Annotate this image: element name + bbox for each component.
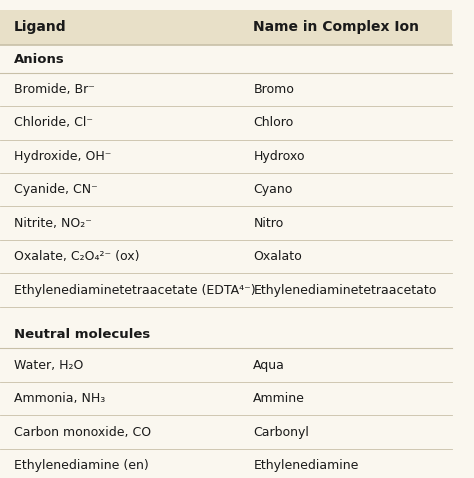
Text: Ethylenediaminetetraacetato: Ethylenediaminetetraacetato — [253, 283, 437, 297]
Text: Cyano: Cyano — [253, 183, 292, 196]
Text: Ethylenediaminetetraacetate (EDTA⁴⁻): Ethylenediaminetetraacetate (EDTA⁴⁻) — [14, 283, 255, 297]
Text: Ligand: Ligand — [14, 21, 66, 34]
Text: Nitrite, NO₂⁻: Nitrite, NO₂⁻ — [14, 217, 91, 230]
Text: Ammine: Ammine — [253, 392, 305, 405]
Text: Chloro: Chloro — [253, 116, 293, 130]
Text: Bromide, Br⁻: Bromide, Br⁻ — [14, 83, 94, 96]
Text: Hydroxide, OH⁻: Hydroxide, OH⁻ — [14, 150, 111, 163]
Text: Chloride, Cl⁻: Chloride, Cl⁻ — [14, 116, 92, 130]
Text: Carbon monoxide, CO: Carbon monoxide, CO — [14, 425, 151, 439]
Text: Cyanide, CN⁻: Cyanide, CN⁻ — [14, 183, 97, 196]
Text: Ethylenediamine: Ethylenediamine — [253, 459, 359, 472]
Text: Carbonyl: Carbonyl — [253, 425, 309, 439]
Text: Ammonia, NH₃: Ammonia, NH₃ — [14, 392, 105, 405]
Text: Nitro: Nitro — [253, 217, 283, 230]
Text: Bromo: Bromo — [253, 83, 294, 96]
Text: Neutral molecules: Neutral molecules — [14, 328, 150, 341]
Text: Ethylenediamine (en): Ethylenediamine (en) — [14, 459, 148, 472]
Text: Aqua: Aqua — [253, 358, 285, 372]
Text: Name in Complex Ion: Name in Complex Ion — [253, 21, 419, 34]
FancyBboxPatch shape — [0, 10, 452, 45]
Text: Oxalato: Oxalato — [253, 250, 302, 263]
Text: Water, H₂O: Water, H₂O — [14, 358, 83, 372]
Text: Oxalate, C₂O₄²⁻ (ox): Oxalate, C₂O₄²⁻ (ox) — [14, 250, 139, 263]
Text: Hydroxo: Hydroxo — [253, 150, 305, 163]
Text: Anions: Anions — [14, 53, 64, 65]
